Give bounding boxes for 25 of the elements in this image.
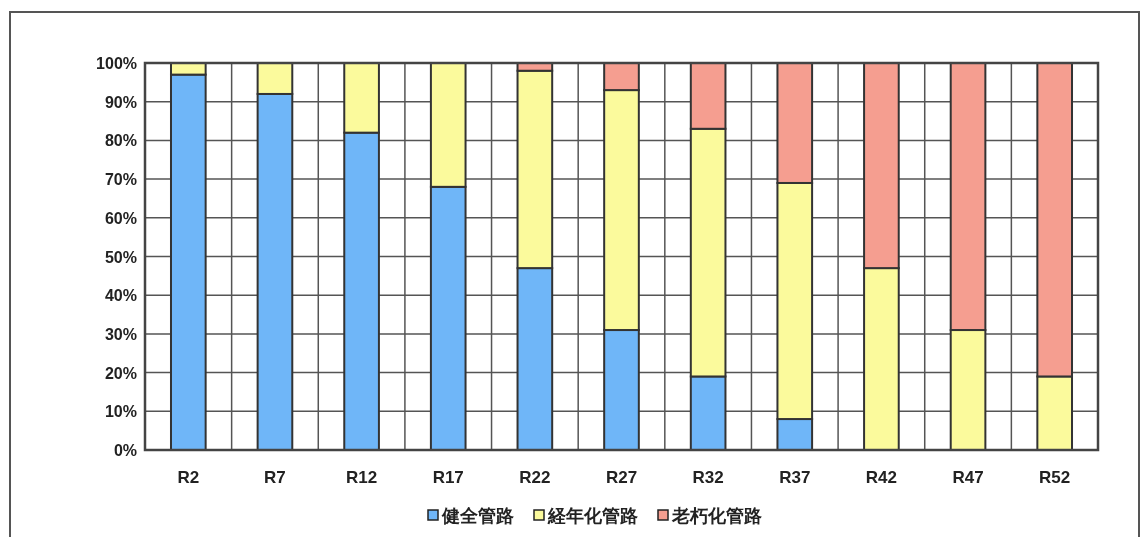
x-tick-label: R37 — [779, 468, 811, 487]
y-tick-label: 60% — [104, 209, 137, 227]
x-tick-label: R12 — [346, 468, 378, 487]
x-tick-label: R42 — [865, 468, 897, 487]
x-tick-label: R47 — [952, 468, 984, 487]
y-tick-label: 100% — [96, 55, 137, 72]
x-tick-label: R17 — [432, 468, 464, 487]
x-tick-label: R2 — [177, 468, 200, 487]
y-tick-label: 0% — [113, 442, 137, 459]
y-tick-label: 90% — [104, 93, 137, 111]
y-tick-label: 10% — [104, 403, 137, 421]
y-tick-label: 20% — [104, 364, 137, 382]
x-tick-label: R27 — [605, 468, 638, 487]
legend-label: 経年化管路 — [547, 506, 638, 526]
y-tick-label: 50% — [104, 248, 137, 266]
x-tick-label: R7 — [264, 468, 286, 487]
y-tick-label: 30% — [104, 325, 137, 343]
legend-label: 健全管路 — [441, 506, 514, 526]
x-tick-label: R22 — [519, 468, 551, 487]
x-tick-label: R52 — [1039, 468, 1071, 487]
y-tick-label: 40% — [104, 287, 137, 305]
y-tick-label: 70% — [104, 171, 137, 189]
legend-label: 老朽化管路 — [671, 506, 762, 526]
y-tick-label: 80% — [104, 132, 137, 150]
x-tick-label: R32 — [692, 468, 724, 487]
